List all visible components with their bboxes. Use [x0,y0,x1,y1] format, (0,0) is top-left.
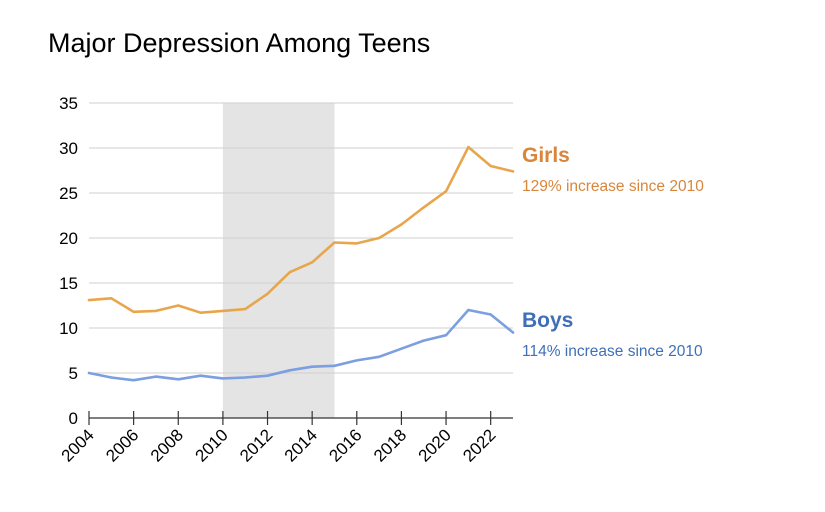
series-note-boys: 114% increase since 2010 [522,343,703,360]
x-tick-label-2018: 2018 [370,425,410,465]
data-point-girls-2017 [377,236,381,240]
x-tick-label-2010: 2010 [192,425,232,465]
data-point-boys-2014 [310,365,314,368]
x-tick-label-2004: 2004 [58,425,98,465]
data-point-boys-2013 [288,369,292,372]
data-point-boys-2004 [87,371,91,375]
x-tick-label-2012: 2012 [236,425,276,465]
data-point-girls-2009 [199,311,202,314]
shaded-period [222,103,335,418]
data-point-girls-2007 [154,309,158,313]
data-point-boys-2009 [199,374,202,377]
data-point-girls-2008 [177,304,180,307]
data-point-boys-2019 [422,339,425,342]
data-point-boys-2010 [221,377,225,380]
x-tick-label-2020: 2020 [415,425,455,465]
x-tick-label-2008: 2008 [147,425,187,465]
y-tick-label-30: 30 [59,139,78,158]
data-point-girls-2021 [467,145,470,149]
data-point-girls-2019 [422,206,425,209]
data-point-boys-2011 [244,376,247,379]
series-line-girls [87,145,515,315]
data-point-boys-2007 [154,375,158,378]
data-point-boys-2021 [467,308,470,312]
y-tick-label-15: 15 [59,274,78,293]
data-point-boys-2023 [511,331,515,334]
y-tick-label-0: 0 [69,409,78,428]
x-tick-label-2022: 2022 [459,425,499,465]
data-point-boys-2018 [400,347,403,350]
x-tick-label-2014: 2014 [281,425,321,465]
data-point-girls-2020 [444,190,448,193]
series-note-girls: 129% increase since 2010 [522,178,704,195]
y-tick-label-25: 25 [59,184,78,203]
data-point-boys-2016 [355,359,358,362]
data-point-boys-2006 [132,379,135,382]
series-label-boys: Boys [522,309,573,332]
data-point-boys-2005 [110,376,113,379]
y-tick-label-35: 35 [59,94,78,113]
data-point-girls-2011 [244,307,247,311]
x-tick-label-2006: 2006 [102,425,142,465]
data-point-girls-2006 [132,310,135,313]
data-point-girls-2004 [87,298,91,302]
data-point-girls-2015 [333,241,336,244]
y-tick-label-10: 10 [59,319,78,338]
data-point-girls-2018 [400,223,403,226]
series-label-girls: Girls [522,144,570,167]
data-point-girls-2005 [110,297,113,300]
data-point-boys-2022 [489,313,492,316]
y-tick-label-5: 5 [69,364,78,383]
data-point-boys-2015 [333,364,336,367]
data-point-girls-2022 [489,164,492,168]
y-tick-label-20: 20 [59,229,78,248]
data-point-girls-2010 [221,309,225,313]
data-point-boys-2020 [444,334,448,337]
x-tick-label-2016: 2016 [325,425,365,465]
data-point-girls-2023 [511,170,515,173]
data-point-girls-2012 [266,292,269,295]
data-point-girls-2016 [355,242,358,245]
series-line-boys [87,308,515,382]
data-point-girls-2013 [288,271,292,274]
data-point-boys-2012 [266,374,269,377]
data-point-boys-2008 [177,378,180,381]
chart-title: Major Depression Among Teens [48,28,431,58]
data-point-boys-2017 [377,355,381,358]
data-point-girls-2014 [310,261,314,264]
